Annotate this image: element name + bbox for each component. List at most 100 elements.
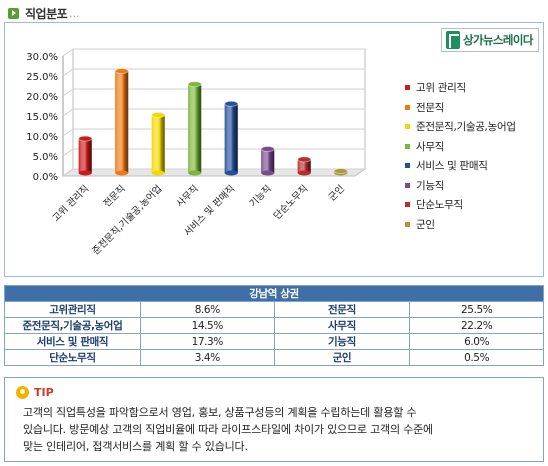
legend-item: 전문직 <box>405 98 516 118</box>
brand-logo-icon <box>446 31 460 49</box>
tip-label: TIP <box>34 386 54 399</box>
bar-base-3 <box>188 170 202 176</box>
stats-value: 14.5% <box>139 317 275 334</box>
legend-swatch <box>405 163 410 169</box>
bar-shade-0 <box>78 138 92 173</box>
bar-top-7 <box>333 168 348 174</box>
stats-value: 22.2% <box>409 317 544 334</box>
brand-name: 상가뉴스레이다 <box>463 33 533 47</box>
legend-swatch <box>405 143 410 149</box>
table-row: 고위관리직 8.6% 전문직 25.5% <box>4 301 544 318</box>
section-title-dots: ... <box>69 6 80 20</box>
bar-base-1 <box>115 170 129 176</box>
legend-swatch <box>405 85 410 91</box>
tip-header: TIP <box>16 386 54 399</box>
x-tick-label: 기능직 <box>248 183 274 209</box>
stats-label: 서비스 및 판매직 <box>4 333 141 350</box>
y-tick-label: 30.0% <box>26 52 58 63</box>
legend-swatch <box>405 221 410 227</box>
gridline-side <box>62 88 74 97</box>
bar-shade-2 <box>151 115 165 173</box>
legend-label: 전문직 <box>416 101 445 114</box>
legend-swatch <box>405 202 410 208</box>
x-tick-label: 단순노무직 <box>272 183 311 222</box>
stats-table: 강남역 상권 고위관리직 8.6% 전문직 25.5% 준전문직,기술공,농어업… <box>4 285 544 366</box>
stats-value: 25.5% <box>409 301 544 318</box>
x-tick-label: 준전문직,기술공,농어업 <box>90 183 165 258</box>
stats-label: 고위관리직 <box>4 301 141 318</box>
gridline-side <box>62 128 74 137</box>
legend-label: 단순노무직 <box>416 199 463 212</box>
legend-item: 군인 <box>405 215 516 235</box>
bar-shade-3 <box>188 84 202 173</box>
bar-top-4 <box>224 100 239 107</box>
stats-value: 17.3% <box>139 333 275 350</box>
legend-swatch <box>405 182 410 188</box>
bar-top-0 <box>78 135 93 142</box>
table-row: 준전문직,기술공,농어업 14.5% 사무직 22.2% <box>4 317 544 334</box>
legend-item: 서비스 및 판매직 <box>405 156 516 176</box>
legend-swatch <box>405 104 410 110</box>
brand-logo[interactable]: 상가뉴스레이다 <box>441 28 539 52</box>
bullet-arrow-icon <box>8 7 19 19</box>
table-row: 서비스 및 판매직 17.3% 기능직 6.0% <box>4 333 544 350</box>
stats-label: 준전문직,기술공,농어업 <box>4 317 141 334</box>
gridline-side <box>62 108 74 117</box>
gridline-side <box>62 148 74 157</box>
bar-shade-1 <box>115 71 129 173</box>
y-tick-label: 0.0% <box>33 172 58 183</box>
tip-line: 고객의 직업특성을 파악함으로서 영업, 홍보, 상품구성등의 계획을 수립하는… <box>23 406 417 419</box>
tip-line: 맞는 인테리어, 접객서비스를 계획 할 수 있습니다. <box>23 440 248 453</box>
stats-value: 8.6% <box>139 301 275 318</box>
legend-swatch <box>405 124 410 130</box>
bar-shade-5 <box>261 149 275 173</box>
lightbulb-icon <box>16 386 29 399</box>
gridline-side <box>62 48 74 57</box>
y-tick-label: 15.0% <box>26 112 58 123</box>
bar-top-6 <box>297 156 312 163</box>
legend-label: 고위 관리직 <box>416 82 466 95</box>
chart-panel: 0.0% 5.0% 10.0% 15.0% 20.0% 25.0% 30.0% 고위 관리직… <box>4 22 544 277</box>
stats-value: 0.5% <box>409 349 544 366</box>
legend-label: 군인 <box>416 218 435 231</box>
y-tick-label: 25.0% <box>26 72 58 83</box>
bar-base-0 <box>78 170 92 176</box>
legend-item: 준전문직,기술공,농어업 <box>405 117 516 137</box>
section-title: 직업분포 <box>25 6 68 21</box>
y-tick-label: 10.0% <box>26 132 58 143</box>
legend-item: 단순노무직 <box>405 195 516 215</box>
legend-item: 고위 관리직 <box>405 78 516 98</box>
gridline-side <box>62 68 74 77</box>
bar-base-6 <box>297 170 311 176</box>
y-tick-label: 20.0% <box>26 92 58 103</box>
legend-label: 준전문직,기술공,농어업 <box>416 121 516 134</box>
tip-box: TIP 고객의 직업특성을 파악함으로서 영업, 홍보, 상품구성등의 계획을 … <box>4 377 544 462</box>
stats-value: 6.0% <box>409 333 544 350</box>
stats-label: 사무직 <box>273 317 411 334</box>
stats-value: 3.4% <box>139 349 275 366</box>
stats-label: 기능직 <box>273 333 411 350</box>
stats-table-title: 강남역 상권 <box>4 285 544 302</box>
legend-item: 사무직 <box>405 137 516 157</box>
bar-top-5 <box>260 146 275 152</box>
x-tick-label: 군인 <box>327 183 347 203</box>
bar-base-2 <box>151 170 165 176</box>
legend-label: 기능직 <box>416 179 445 192</box>
stats-label: 단순노무직 <box>4 349 141 366</box>
table-row: 단순노무직 3.4% 군인 0.5% <box>4 349 544 366</box>
stats-label: 전문직 <box>273 301 411 318</box>
bar-base-4 <box>224 170 238 176</box>
bar-top-1 <box>114 68 129 74</box>
legend-item: 기능직 <box>405 176 516 196</box>
x-tick-label: 사무직 <box>175 183 201 209</box>
gridline-side <box>62 168 74 177</box>
y-tick-label: 5.0% <box>33 152 58 163</box>
bar-base-5 <box>261 170 275 176</box>
x-tick-label: 고위 관리직 <box>50 183 92 225</box>
bar-chart: 0.0% 5.0% 10.0% 15.0% 20.0% 25.0% 30.0% 고위 관리직… <box>26 48 367 258</box>
section-header: 직업분포 ... <box>8 4 80 22</box>
stats-label: 군인 <box>273 349 411 366</box>
bar-top-2 <box>151 112 166 118</box>
chart-floor <box>61 168 367 177</box>
